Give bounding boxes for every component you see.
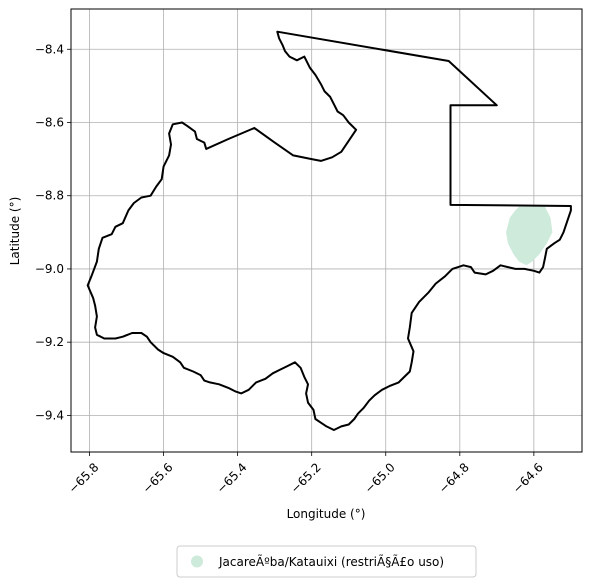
boundary-outline: [86, 30, 572, 431]
plot-area: −65.8 −65.6 −65.4 −65.2 −65.0 −64.8 −64.6−8.4−…: [35, 8, 583, 496]
legend-label-jacareuba: JacareÃºba/Katauixi (restriÃ§Ã£o uso): [218, 554, 444, 569]
y-tick-label: −8.4: [35, 42, 64, 56]
area-jacareuba-katauixi: [506, 206, 553, 266]
legend: JacareÃºba/Katauixi (restriÃ§Ã£o uso): [176, 545, 477, 578]
y-tick-label: −9.0: [35, 262, 64, 276]
y-tick-label: −9.4: [35, 408, 64, 422]
map-layers: [86, 30, 572, 431]
y-tick-label: −8.6: [35, 115, 64, 129]
y-tick-label: −9.2: [35, 335, 64, 349]
y-tick-label: −8.8: [35, 189, 64, 203]
y-axis-label: Latitude (°): [8, 197, 22, 266]
legend-frame: [176, 545, 477, 578]
plot-background: [71, 9, 582, 452]
x-axis-label: Longitude (°): [287, 507, 366, 521]
plot-frame: [70, 8, 583, 453]
legend-swatch-jacareuba: [191, 555, 203, 568]
